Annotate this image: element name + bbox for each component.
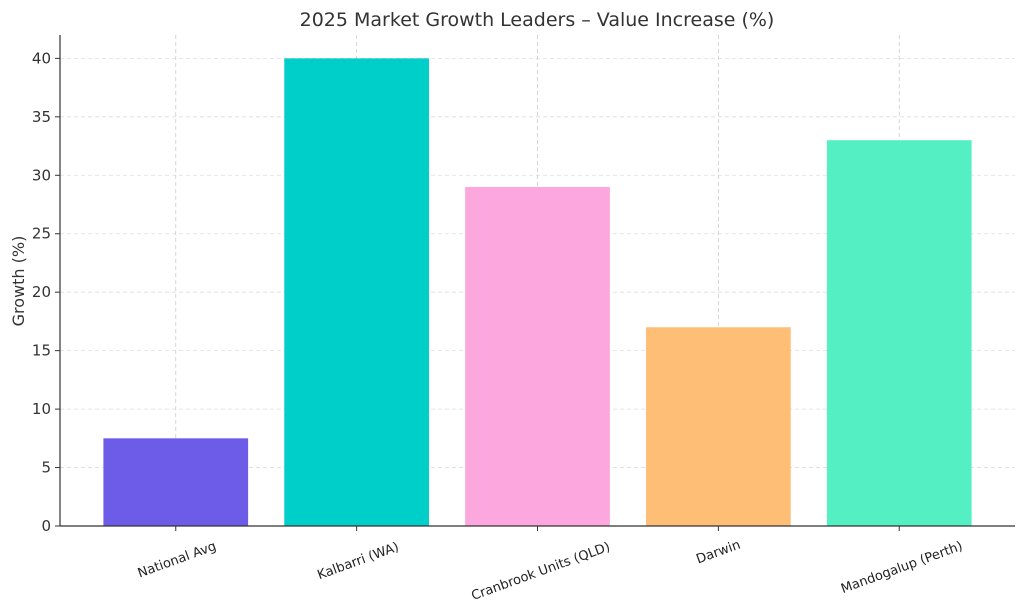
y-tick-label: 25 bbox=[32, 225, 51, 243]
bar bbox=[103, 438, 249, 526]
y-tick-label: 15 bbox=[32, 342, 51, 360]
x-tick-label: Darwin bbox=[694, 538, 742, 568]
x-tick-label: National Avg bbox=[136, 539, 219, 581]
bars bbox=[103, 58, 972, 526]
chart-title: 2025 Market Growth Leaders – Value Incre… bbox=[300, 9, 775, 31]
y-tick-label: 0 bbox=[41, 517, 51, 535]
bar bbox=[826, 140, 972, 526]
y-tick-label: 5 bbox=[41, 459, 51, 477]
bar bbox=[284, 58, 429, 526]
x-tick-label: Mandogalup (Perth) bbox=[839, 539, 965, 597]
y-tick-label: 35 bbox=[32, 108, 51, 126]
y-tick-label: 10 bbox=[32, 400, 51, 418]
y-axis-label: Growth (%) bbox=[9, 236, 28, 327]
y-tick-label: 40 bbox=[32, 49, 51, 67]
bar bbox=[646, 327, 791, 526]
x-tick-label: Cranbrook Units (QLD) bbox=[469, 540, 612, 604]
y-tick-label: 20 bbox=[32, 283, 51, 301]
bar bbox=[465, 186, 610, 526]
y-tick-label: 30 bbox=[32, 166, 51, 184]
x-tick-label: Kalbarri (WA) bbox=[316, 540, 401, 583]
